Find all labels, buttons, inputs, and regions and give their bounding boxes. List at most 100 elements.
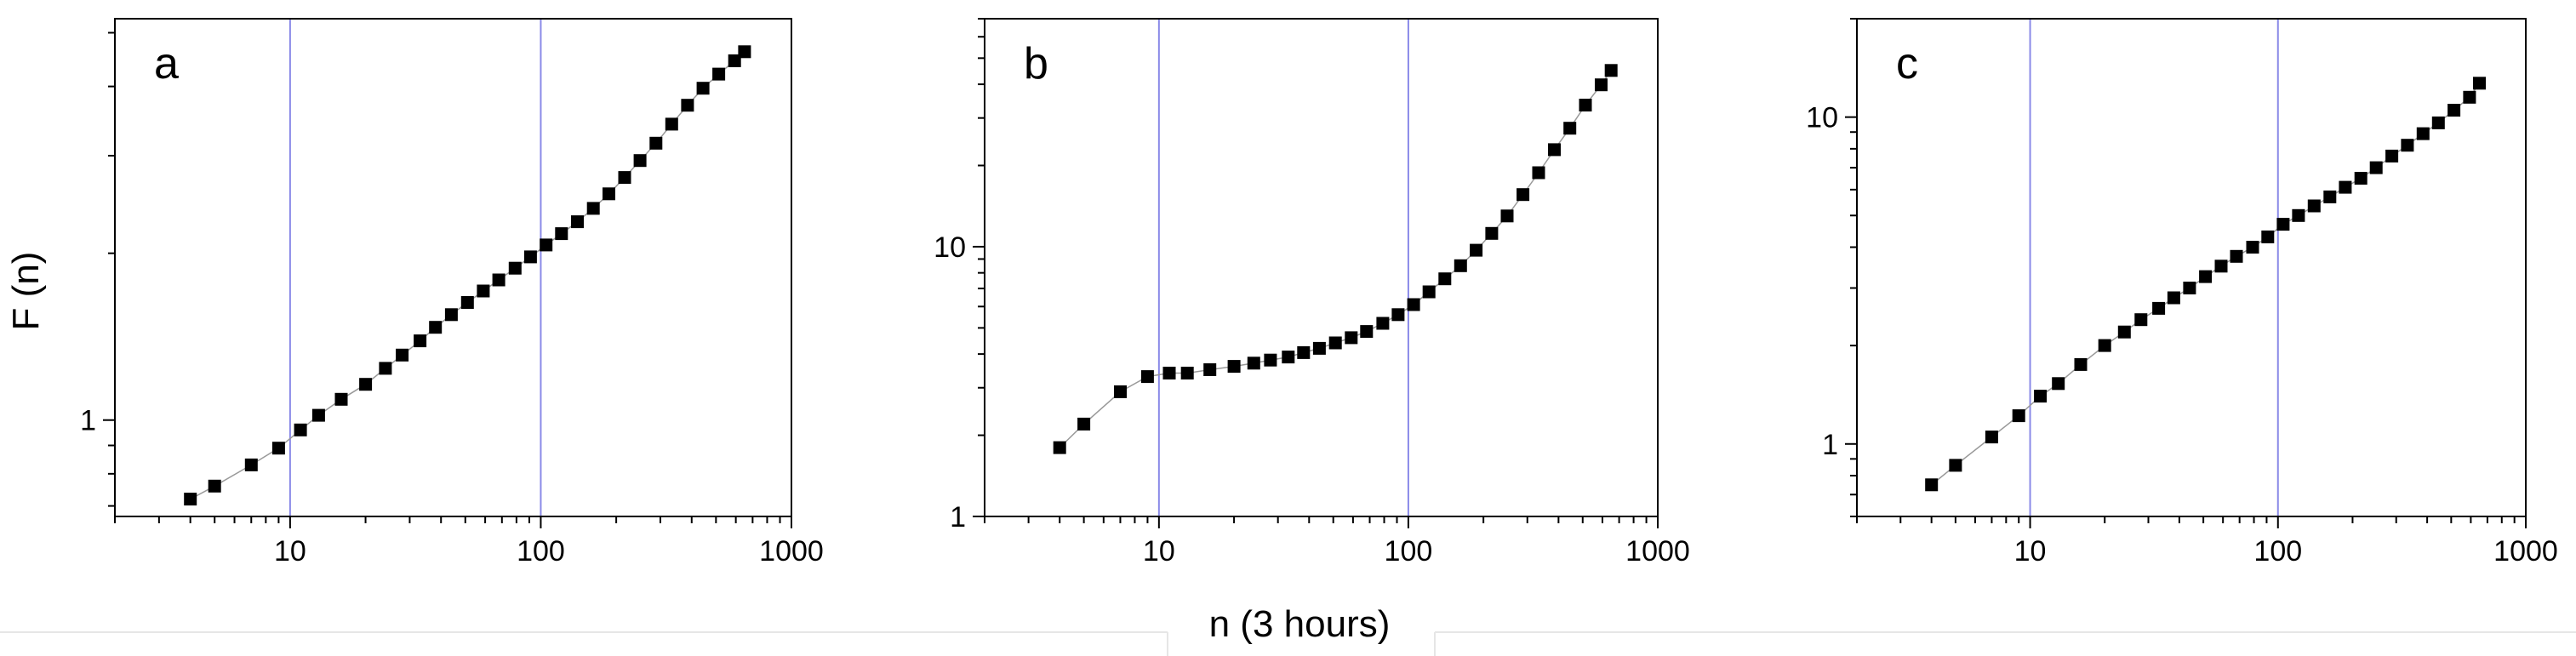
data-point <box>1516 188 1530 202</box>
x-tick-label: 100 <box>2253 535 2302 568</box>
data-point <box>1345 331 1358 345</box>
data-point <box>379 362 392 375</box>
chart-panel-c: 10 100 1000 1 10 c <box>1806 18 2558 568</box>
data-point <box>1438 272 1452 286</box>
y-tick-label: 10 <box>934 231 966 264</box>
data-point <box>712 67 726 81</box>
data-point <box>1140 370 1154 384</box>
chart-panels: 10 100 1000 1 a 10 100 1000 1 10 b 10 100 1000 1 10 c <box>80 18 2558 568</box>
data-point <box>1985 431 1998 444</box>
data-point <box>429 321 443 334</box>
data-point <box>1500 209 1514 223</box>
data-point <box>334 392 348 406</box>
data-point <box>414 334 427 348</box>
data-point <box>2214 260 2228 273</box>
data-point <box>1203 363 1217 376</box>
x-tick-label: 1000 <box>2493 535 2558 568</box>
y-axis-title: F (n) <box>5 252 47 331</box>
data-point <box>1532 166 1545 180</box>
data-point <box>2134 313 2148 327</box>
x-axis-title: n (3 hours) <box>1209 603 1391 645</box>
chart-panel-b: 10 100 1000 1 10 b <box>934 18 1690 568</box>
data-point <box>2276 218 2290 231</box>
data-point <box>2167 291 2180 305</box>
data-point <box>1391 308 1405 322</box>
data-point <box>540 238 553 252</box>
y-tick-label: 10 <box>1806 102 1838 134</box>
data-point <box>2012 409 2025 423</box>
data-point <box>460 296 474 309</box>
data-point <box>1114 385 1127 398</box>
data-point <box>2034 390 2048 403</box>
data-point <box>2354 172 2368 185</box>
data-point <box>1422 285 1436 299</box>
panel-label: a <box>154 39 179 88</box>
data-point <box>1227 360 1241 374</box>
x-tick-label: 1000 <box>1625 535 1690 568</box>
data-point <box>665 117 678 131</box>
series-line <box>1059 70 1612 448</box>
data-point <box>359 378 373 391</box>
data-point <box>603 187 615 201</box>
x-tick-label: 100 <box>517 535 565 568</box>
data-point <box>311 408 325 422</box>
y-tick-label: 1 <box>950 501 966 533</box>
x-tick-label: 1000 <box>759 535 824 568</box>
data-point <box>2416 127 2430 140</box>
data-point <box>396 348 409 362</box>
data-point <box>696 82 710 95</box>
data-point <box>2098 339 2111 352</box>
data-point <box>633 154 647 168</box>
data-point <box>1376 317 1390 330</box>
data-point <box>2385 149 2399 163</box>
data-point <box>586 202 600 215</box>
data-point <box>208 479 221 493</box>
data-point <box>1595 78 1608 92</box>
data-point <box>2447 104 2461 117</box>
x-tick-label: 10 <box>2014 535 2047 568</box>
data-point <box>1548 143 1561 157</box>
plot-frame <box>1856 18 2527 517</box>
data-point <box>294 423 307 436</box>
figure-separators <box>0 631 2576 656</box>
data-point <box>244 458 258 471</box>
data-point <box>1485 226 1499 240</box>
data-point <box>1264 353 1277 367</box>
data-point <box>1053 441 1066 454</box>
data-point <box>1077 417 1091 431</box>
x-tick-label: 10 <box>1143 535 1175 568</box>
series-line <box>190 51 745 500</box>
series-line <box>1931 83 2481 486</box>
data-point <box>1470 243 1483 257</box>
data-point <box>1360 325 1374 339</box>
data-point <box>2431 116 2445 129</box>
data-point <box>2152 301 2166 315</box>
data-point <box>1180 367 1194 379</box>
data-point <box>681 99 694 112</box>
data-point <box>2183 282 2196 294</box>
data-point <box>1297 345 1311 359</box>
data-point <box>271 442 285 455</box>
data-point <box>2307 199 2321 213</box>
data-point <box>1949 459 1962 472</box>
data-point <box>1162 367 1176 379</box>
data-point <box>2463 90 2476 104</box>
data-point <box>444 308 458 322</box>
data-point <box>2323 190 2337 203</box>
data-point <box>2401 139 2414 152</box>
data-point <box>2369 161 2383 174</box>
y-tick-label: 1 <box>1822 429 1838 461</box>
data-point <box>555 227 568 241</box>
data-point <box>1312 341 1326 355</box>
data-point <box>2117 325 2131 339</box>
data-point <box>1454 259 1467 272</box>
data-point <box>571 215 584 229</box>
data-point <box>2339 180 2352 194</box>
panel-label: c <box>1896 39 1918 88</box>
data-point <box>1328 336 1342 350</box>
x-tick-label: 10 <box>274 535 306 568</box>
panel-label: b <box>1024 39 1048 88</box>
data-point <box>2230 249 2243 263</box>
data-point <box>2246 241 2259 254</box>
